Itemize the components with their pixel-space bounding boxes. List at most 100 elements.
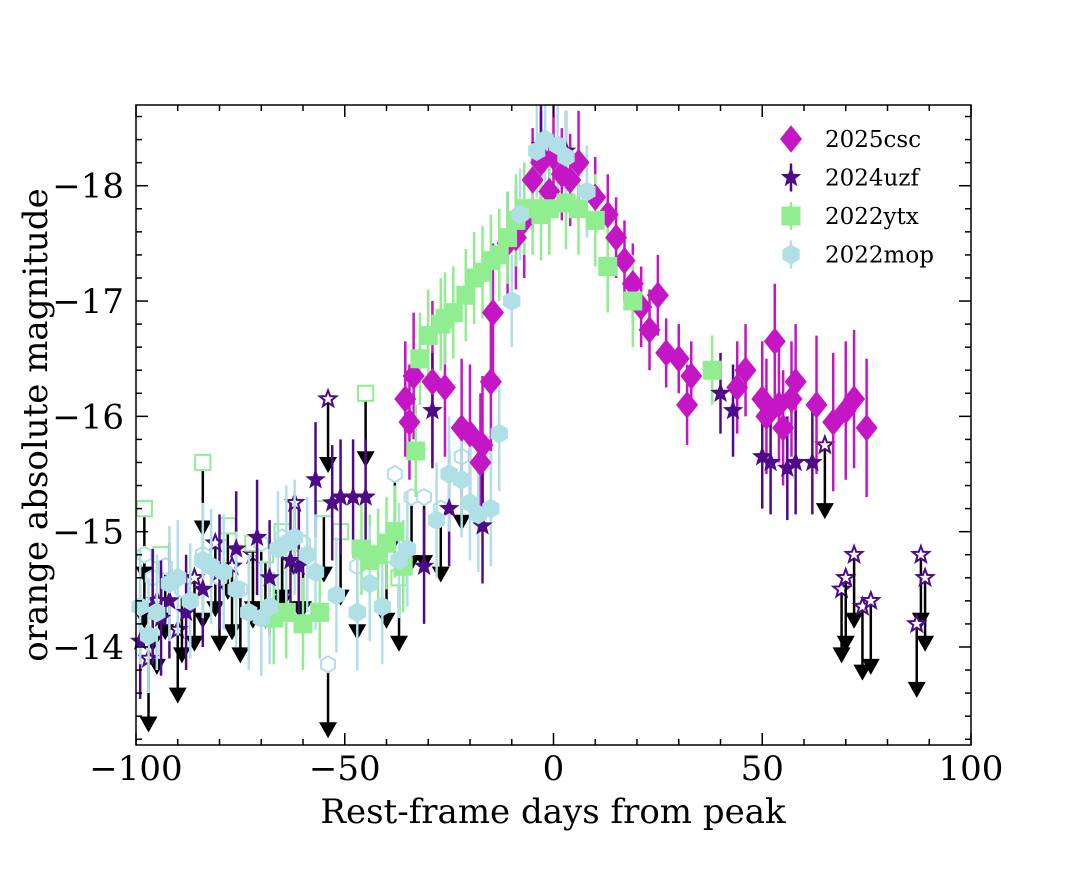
data-point-2025csc xyxy=(646,281,669,310)
axis-ticks xyxy=(135,105,972,745)
y-axis-title: orange absolute magnitude xyxy=(16,188,56,661)
data-point-2024uzf xyxy=(355,486,376,506)
data-point-2022ytx xyxy=(585,210,605,230)
data-point-2025csc xyxy=(638,316,661,344)
data-point-2024uzf xyxy=(159,590,180,610)
upper-limit-marker-2024uzf xyxy=(183,566,206,588)
data-point-2022mop xyxy=(503,291,521,312)
data-point-2025csc xyxy=(402,362,425,390)
data-point-2022ytx xyxy=(385,522,405,542)
upper-limit-arrow-head xyxy=(168,687,187,704)
y-tick-label: −15 xyxy=(52,513,124,553)
y-tick-label: −14 xyxy=(52,628,124,668)
data-point-2022ytx xyxy=(410,349,430,369)
data-point-2022ytx xyxy=(406,441,426,461)
data-point-2022mop xyxy=(482,498,500,519)
x-tick-label: 100 xyxy=(939,749,1004,789)
x-axis-title: Rest-frame days from peak xyxy=(320,792,786,832)
data-point-2025csc xyxy=(772,414,795,442)
data-point-2022ytx xyxy=(456,285,476,305)
data-point-2022mop xyxy=(139,625,158,646)
data-point-2022mop xyxy=(215,562,233,583)
data-point-2024uzf xyxy=(472,515,493,535)
data-point-2022ytx xyxy=(293,614,313,634)
data-point-2022mop xyxy=(298,544,316,565)
legend-label: 2022mop xyxy=(825,243,934,269)
upper-limit-marker-2022ytx xyxy=(357,384,375,402)
upper-limit-arrow-head xyxy=(853,664,872,681)
upper-limit-marker-2024uzf xyxy=(914,566,937,588)
data-point-2025csc xyxy=(394,385,417,413)
x-tick-label: −50 xyxy=(309,749,381,789)
data-point-2025csc xyxy=(680,362,703,390)
upper-limit-arrow-head xyxy=(916,635,935,652)
data-point-2022ytx xyxy=(498,228,518,248)
data-point-2022mop xyxy=(227,579,245,600)
data-point-2025csc xyxy=(667,344,690,373)
data-point-2025csc xyxy=(621,269,644,298)
upper-limit-arrow-head xyxy=(319,457,338,474)
legend-label: 2022ytx xyxy=(825,204,919,230)
data-point-2022mop xyxy=(511,204,529,225)
upper-limit-arrow-head xyxy=(139,716,158,733)
legend-marker-2025csc xyxy=(780,125,802,153)
upper-limits-layer xyxy=(135,384,937,739)
upper-limit-arrow-head xyxy=(231,647,250,664)
upper-limit-arrow-head xyxy=(319,722,338,739)
data-point-2022mop xyxy=(306,562,325,583)
legend-label: 2024uzf xyxy=(825,166,920,192)
upper-limit-marker-2024uzf xyxy=(843,543,866,565)
data-point-2024uzf xyxy=(246,526,268,547)
data-point-2024uzf xyxy=(785,451,806,472)
data-point-2025csc xyxy=(481,298,504,327)
data-point-2022ytx xyxy=(489,245,509,265)
data-point-2022mop xyxy=(490,423,508,444)
y-tick-label: −16 xyxy=(52,397,124,437)
data-points-layer xyxy=(129,129,878,650)
upper-limit-arrow-head xyxy=(172,647,191,664)
data-point-2022mop xyxy=(373,596,391,617)
axis-tick-labels: −100 −50 0 50 100 −14 −15 −16 −17 −18 xyxy=(52,167,1003,789)
data-point-2024uzf xyxy=(225,538,247,558)
upper-limit-arrow-head xyxy=(836,635,855,652)
upper-limit-marker-2022mop xyxy=(320,655,336,674)
data-point-2025csc xyxy=(784,368,807,396)
upper-limit-arrow-head xyxy=(431,566,450,583)
data-point-2025csc xyxy=(479,368,502,396)
data-point-2022mop xyxy=(578,181,596,202)
legend-marker-2022ytx xyxy=(781,206,801,226)
data-point-2024uzf xyxy=(802,451,823,472)
data-point-2022ytx xyxy=(539,199,559,219)
upper-limit-marker-2024uzf xyxy=(859,589,882,611)
data-point-2025csc xyxy=(559,166,582,194)
data-point-2022ytx xyxy=(598,256,618,276)
data-point-2024uzf xyxy=(280,549,301,570)
data-point-2022mop xyxy=(181,590,199,611)
data-point-2022ytx xyxy=(569,199,589,219)
data-point-2024uzf xyxy=(751,445,773,466)
upper-limit-marker-2022mop xyxy=(416,487,433,507)
data-point-2025csc xyxy=(726,373,749,402)
upper-limit-arrow-head xyxy=(861,658,880,675)
data-point-2024uzf xyxy=(760,451,781,472)
y-tick-label: −17 xyxy=(52,282,124,322)
data-point-2025csc xyxy=(843,385,866,413)
data-point-2024uzf xyxy=(321,492,343,512)
data-point-2024uzf xyxy=(305,468,326,489)
data-point-2025csc xyxy=(605,223,628,252)
upper-limit-marker-2024uzf xyxy=(317,387,339,409)
y-tick-label: −18 xyxy=(52,167,124,207)
upper-limit-marker-2024uzf xyxy=(905,612,928,634)
data-point-2022ytx xyxy=(702,360,722,380)
data-point-2024uzf xyxy=(288,555,310,576)
upper-limit-arrow-head xyxy=(907,681,926,698)
upper-limit-arrow-head xyxy=(845,612,864,629)
data-point-2025csc xyxy=(763,327,786,356)
upper-limit-arrow-head xyxy=(832,647,851,664)
data-point-2022mop xyxy=(169,567,187,588)
legend-marker-2022mop xyxy=(782,244,800,265)
legend-label: 2025csc xyxy=(825,127,921,153)
data-point-2025csc xyxy=(398,408,421,436)
data-point-2022mop xyxy=(427,510,446,531)
data-point-2022ytx xyxy=(623,291,643,311)
